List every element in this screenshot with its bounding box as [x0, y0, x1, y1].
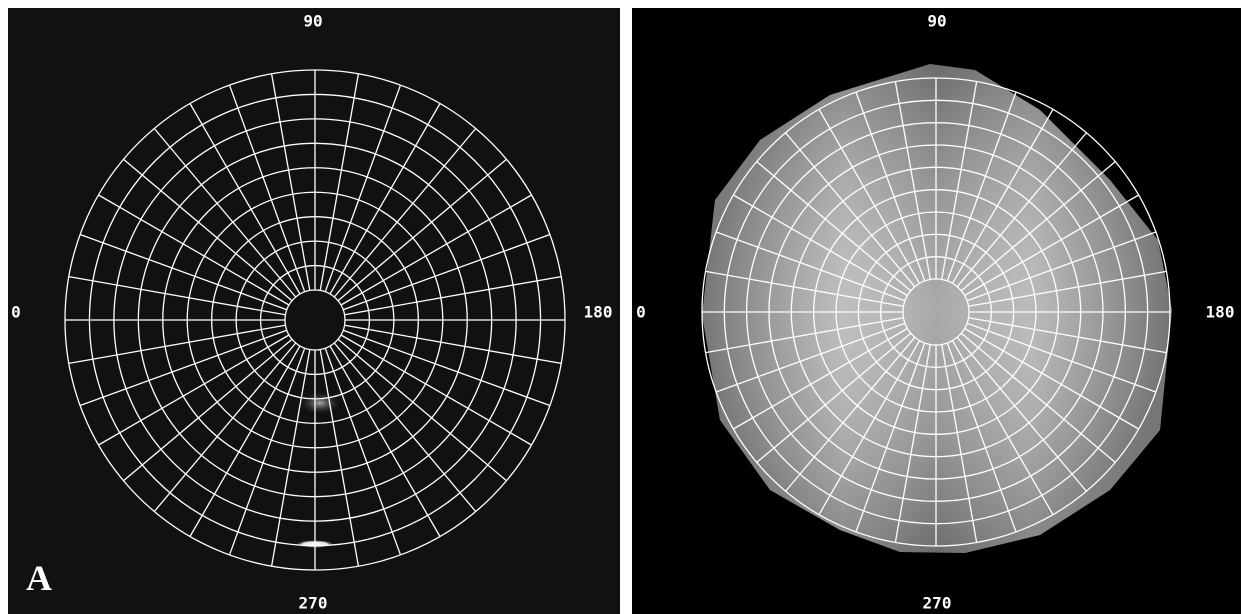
grid-spoke [98, 334, 290, 446]
angle-label: 270 [299, 594, 328, 613]
grid-spoke [966, 322, 1157, 393]
grid-spoke [946, 342, 1017, 533]
grid-spoke [333, 342, 477, 512]
grid-spoke [340, 194, 532, 306]
grid-spoke [329, 103, 441, 295]
grid-spoke [270, 73, 311, 291]
grid-spoke [123, 338, 293, 482]
grid-spoke [319, 73, 360, 291]
grid-spoke [705, 270, 904, 307]
grid-spoke [324, 84, 402, 293]
angle-label: 0 [636, 303, 646, 322]
grid-spoke [960, 332, 1116, 463]
grid-spoke [123, 158, 293, 302]
grid-spoke [79, 233, 288, 311]
grid-spoke [98, 194, 290, 306]
grid-spoke [855, 342, 926, 533]
grid-spoke [818, 340, 921, 515]
grid-spoke [960, 161, 1116, 292]
grid-spoke [68, 324, 286, 365]
grid-spoke [964, 194, 1139, 297]
grid-spoke [153, 342, 297, 512]
grid-spoke [342, 233, 551, 311]
angle-label: 90 [303, 12, 322, 31]
grid-spoke [956, 132, 1087, 288]
grid-spoke [189, 103, 301, 295]
grid-spoke [705, 317, 904, 354]
panel-label: A [26, 558, 52, 598]
grid-spoke [966, 231, 1157, 302]
grid-spoke [941, 81, 978, 280]
grid-spoke [894, 81, 931, 280]
grid-spoke [153, 128, 297, 298]
grid-spoke [941, 344, 978, 543]
polar-grid [64, 69, 566, 571]
grid-spoke [733, 194, 908, 297]
grid-spoke [756, 161, 912, 292]
panel-background [8, 8, 620, 614]
grid-spoke [964, 327, 1139, 430]
intensity-spot [298, 391, 342, 415]
grid-spoke [340, 334, 532, 446]
grid-spoke [228, 347, 306, 556]
grid-spoke [733, 327, 908, 430]
grid-spoke [968, 317, 1167, 354]
grid-spoke [855, 91, 926, 282]
grid-spoke [956, 336, 1087, 492]
grid-spoke [894, 344, 931, 543]
grid-spoke [228, 84, 306, 293]
grid-spoke [337, 338, 507, 482]
grid-spoke [333, 128, 477, 298]
grid-spoke [68, 275, 286, 316]
grid-spoke [319, 349, 360, 567]
polar-grid [701, 77, 1171, 547]
panel-right: 90 0 180 270 [632, 8, 1241, 614]
grid-spoke [818, 109, 921, 284]
grid-spoke [344, 324, 562, 365]
grid-spoke [946, 91, 1017, 282]
grid-spoke [951, 340, 1054, 515]
angle-label: 0 [11, 303, 21, 322]
grid-spoke [715, 322, 906, 393]
grid-spoke [951, 109, 1054, 284]
grid-spoke [342, 329, 551, 407]
angle-label: 180 [1206, 303, 1235, 322]
angle-label: 180 [584, 303, 613, 322]
grid-spoke [270, 349, 311, 567]
grid-spoke [968, 270, 1167, 307]
grid-spoke [344, 275, 562, 316]
panel-left: 90 0 180 270 A [8, 8, 620, 614]
grid-spoke [329, 345, 441, 537]
angle-label: 90 [927, 12, 946, 31]
grid-spoke [785, 132, 916, 288]
grid-spoke [756, 332, 912, 463]
grid-spoke [324, 347, 402, 556]
grid-spoke [337, 158, 507, 302]
grid-spoke [79, 329, 288, 407]
grid-spoke [189, 345, 301, 537]
grid-spoke [715, 231, 906, 302]
angle-label: 270 [923, 594, 952, 613]
grid-spoke [785, 336, 916, 492]
